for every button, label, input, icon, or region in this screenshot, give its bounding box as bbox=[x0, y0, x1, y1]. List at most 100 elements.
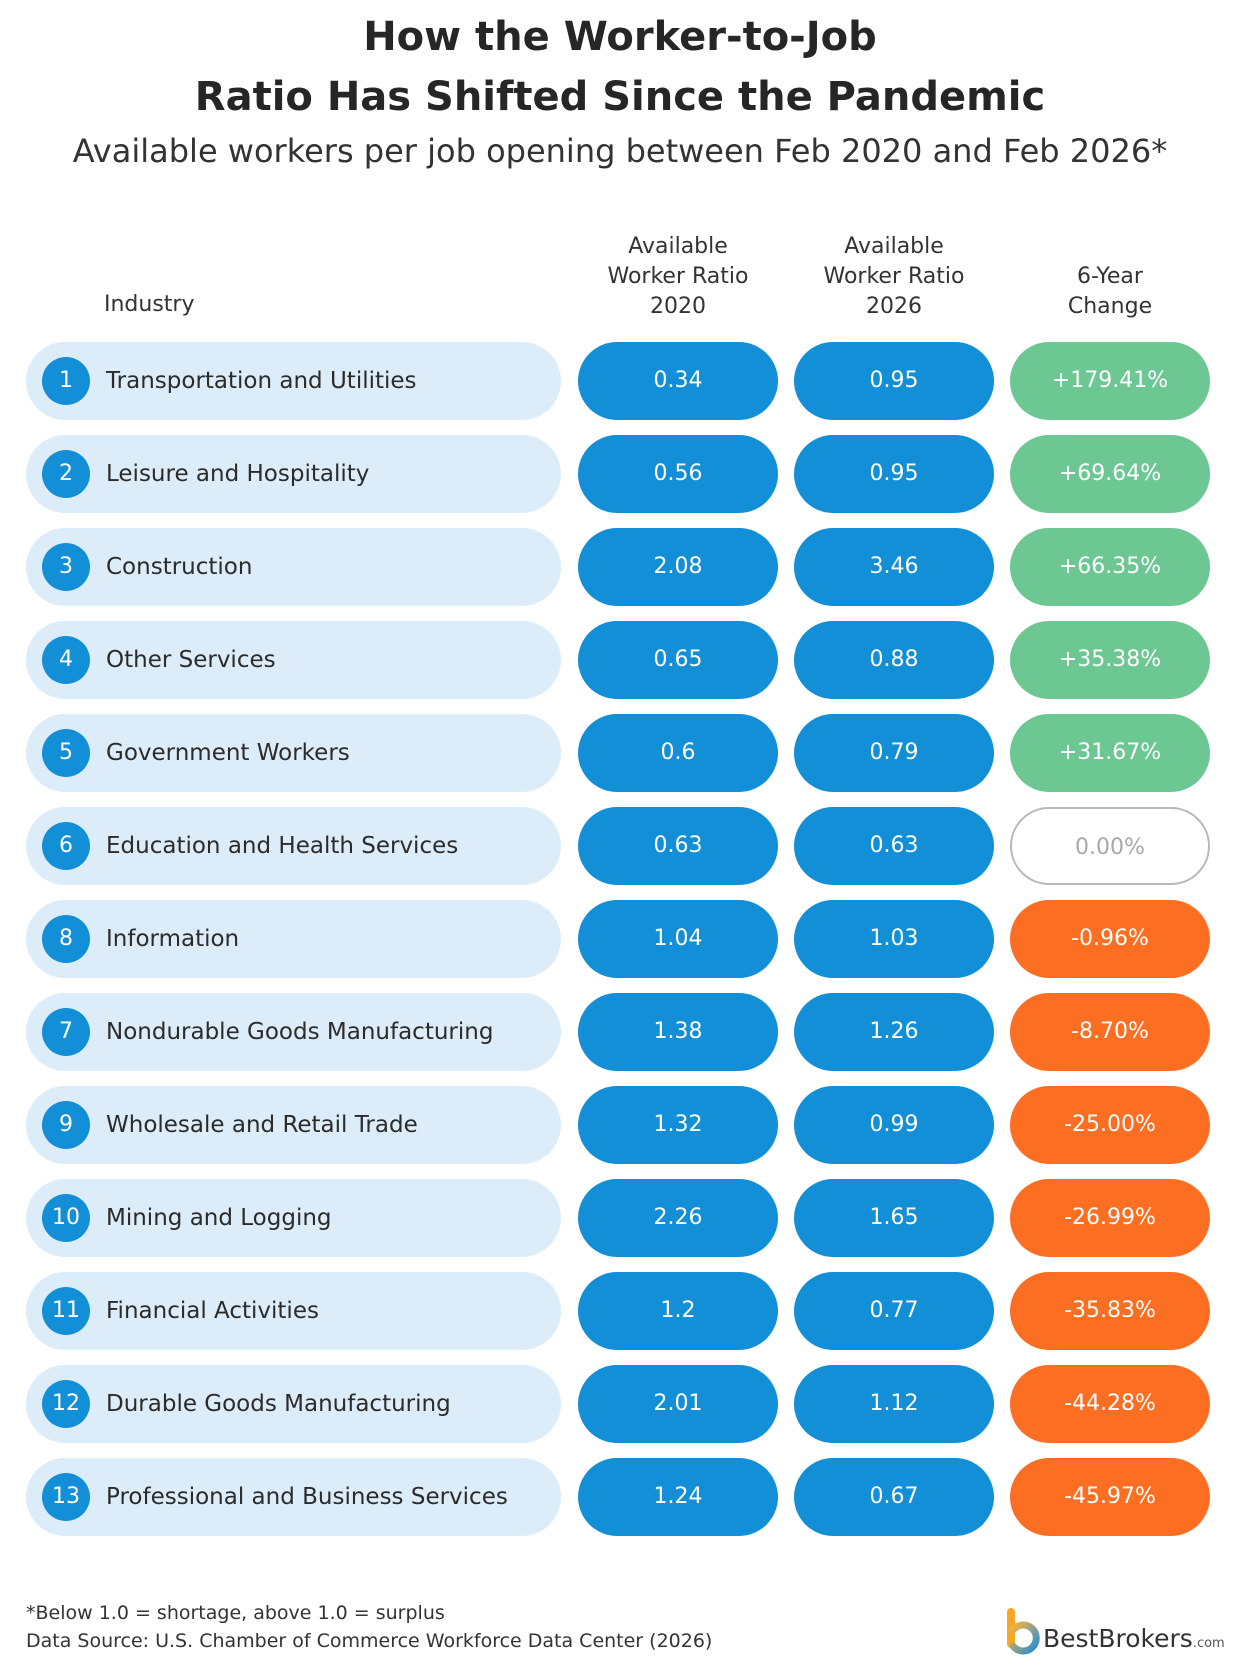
industry-pill bbox=[26, 435, 561, 513]
change-header-line: Change bbox=[1067, 294, 1153, 319]
ratio-2020-value: 1.38 bbox=[578, 993, 778, 1071]
ratio-2026-value: 0.79 bbox=[794, 714, 994, 792]
industry-column-header: Industry bbox=[104, 292, 195, 317]
industry-pill bbox=[26, 714, 561, 792]
title-line-2: Ratio Has Shifted Since the Pandemic bbox=[194, 74, 1046, 120]
footnote: *Below 1.0 = shortage, above 1.0 = surpl… bbox=[26, 1602, 445, 1624]
brand-name: BestBrokers.com bbox=[1043, 1624, 1225, 1653]
change-header-line: 6-Year bbox=[1077, 264, 1143, 289]
ratio-2026-header-line: Available bbox=[844, 234, 944, 259]
industry-pill bbox=[26, 1272, 561, 1350]
ratio-2026-value: 0.63 bbox=[794, 807, 994, 885]
ratio-2020-value: 0.63 bbox=[578, 807, 778, 885]
change-value: +69.64% bbox=[1010, 435, 1210, 513]
ratio-2026-value: 0.95 bbox=[794, 342, 994, 420]
ratio-2026-value: 1.26 bbox=[794, 993, 994, 1071]
ratio-2026-value: 0.88 bbox=[794, 621, 994, 699]
ratio-2026-value: 3.46 bbox=[794, 528, 994, 606]
ratio-2026-value: 1.03 bbox=[794, 900, 994, 978]
ratio-2026-column-header: Available Worker Ratio 2026 bbox=[794, 232, 994, 322]
ratio-2020-value: 1.2 bbox=[578, 1272, 778, 1350]
industry-label: Durable Goods Manufacturing bbox=[106, 1391, 451, 1417]
table-row: 7 Nondurable Goods Manufacturing 1.38 1.26-… bbox=[0, 993, 1240, 1071]
industry-label: Mining and Logging bbox=[106, 1205, 332, 1231]
rank-badge: 6 bbox=[42, 822, 90, 870]
rank-badge: 1 bbox=[42, 357, 90, 405]
rank-badge: 8 bbox=[42, 915, 90, 963]
industry-label: Professional and Business Services bbox=[106, 1484, 508, 1510]
table-row: 10 Mining and Logging 2.26 1.65 -26.99% bbox=[0, 1179, 1240, 1257]
rank-badge: 11 bbox=[42, 1287, 90, 1335]
subtitle: Available workers per job opening betwee… bbox=[72, 132, 1168, 170]
change-value: -0.96% bbox=[1010, 900, 1210, 978]
change-value: -35.83% bbox=[1010, 1272, 1210, 1350]
ratio-2020-value: 1.32 bbox=[578, 1086, 778, 1164]
table-row: 5 Government Workers 0.6 0.79 +31.67% bbox=[0, 714, 1240, 792]
industry-pill bbox=[26, 621, 561, 699]
industry-pill bbox=[26, 528, 561, 606]
industry-pill bbox=[26, 1458, 561, 1536]
industry-pill bbox=[26, 1086, 561, 1164]
brand-suffix: .com bbox=[1192, 1636, 1225, 1651]
change-value: +66.35% bbox=[1010, 528, 1210, 606]
ratio-2020-value: 0.65 bbox=[578, 621, 778, 699]
ratio-2026-value: 1.65 bbox=[794, 1179, 994, 1257]
rank-badge: 12 bbox=[42, 1380, 90, 1428]
ratio-2020-value: 2.08 bbox=[578, 528, 778, 606]
rank-badge: 10 bbox=[42, 1194, 90, 1242]
industry-label: Transportation and Utilities bbox=[106, 368, 417, 394]
ratio-2020-value: 1.24 bbox=[578, 1458, 778, 1536]
rank-badge: 3 bbox=[42, 543, 90, 591]
industry-label: Construction bbox=[106, 554, 253, 580]
rank-badge: 4 bbox=[42, 636, 90, 684]
industry-pill bbox=[26, 1179, 561, 1257]
title-line-1: How the Worker-to-Job bbox=[363, 14, 877, 60]
rank-badge: 13 bbox=[42, 1473, 90, 1521]
ratio-2020-value: 2.26 bbox=[578, 1179, 778, 1257]
table-row: 2 Leisure and Hospitality 0.56 0.95 +69.64% bbox=[0, 435, 1240, 513]
ratio-2026-value: 0.99 bbox=[794, 1086, 994, 1164]
ratio-2020-value: 0.6 bbox=[578, 714, 778, 792]
rank-badge: 2 bbox=[42, 450, 90, 498]
data-source: Data Source: U.S. Chamber of Commerce Wo… bbox=[26, 1630, 713, 1652]
industry-label: Wholesale and Retail Trade bbox=[106, 1112, 418, 1138]
table-row: 11 Financial Activities 1.2 0.77 -35.83% bbox=[0, 1272, 1240, 1350]
ratio-2020-header-line: 2020 bbox=[650, 294, 706, 319]
rank-badge: 7 bbox=[42, 1008, 90, 1056]
change-value: +31.67% bbox=[1010, 714, 1210, 792]
industry-label: Other Services bbox=[106, 647, 276, 673]
table-row: 1 Transportation and Utilities 0.34 0.95 +17… bbox=[0, 342, 1240, 420]
ratio-2020-value: 1.04 bbox=[578, 900, 778, 978]
industry-label: Leisure and Hospitality bbox=[106, 461, 370, 487]
brand-name-text: BestBrokers bbox=[1043, 1624, 1193, 1653]
industry-pill bbox=[26, 807, 561, 885]
table-row: 12 Durable Goods Manufacturing 2.01 1.12 -44… bbox=[0, 1365, 1240, 1443]
table-row: 6 Education and Health Services 0.63 0.63 0.… bbox=[0, 807, 1240, 885]
rank-badge: 5 bbox=[42, 729, 90, 777]
ratio-2026-value: 0.77 bbox=[794, 1272, 994, 1350]
industry-label: Government Workers bbox=[106, 740, 350, 766]
ratio-2020-header-line: Worker Ratio bbox=[607, 264, 749, 289]
change-value: +179.41% bbox=[1010, 342, 1210, 420]
industry-label: Education and Health Services bbox=[106, 833, 459, 859]
ratio-2020-header-line: Available bbox=[628, 234, 728, 259]
ratio-2020-value: 0.34 bbox=[578, 342, 778, 420]
change-value: -8.70% bbox=[1010, 993, 1210, 1071]
industry-label: Information bbox=[106, 926, 240, 952]
rank-badge: 9 bbox=[42, 1101, 90, 1149]
ratio-2026-value: 0.95 bbox=[794, 435, 994, 513]
change-value: -26.99% bbox=[1010, 1179, 1210, 1257]
table-row: 4 Other Services 0.65 0.88 +35.38% bbox=[0, 621, 1240, 699]
industry-pill bbox=[26, 900, 561, 978]
change-value: -44.28% bbox=[1010, 1365, 1210, 1443]
ratio-2020-value: 2.01 bbox=[578, 1365, 778, 1443]
industry-pill bbox=[26, 1365, 561, 1443]
industry-label: Financial Activities bbox=[106, 1298, 319, 1324]
change-value: 0.00% bbox=[1010, 807, 1210, 885]
change-column-header: 6-Year Change bbox=[1010, 262, 1210, 322]
ratio-2026-value: 1.12 bbox=[794, 1365, 994, 1443]
table-row: 13 Professional and Business Services 1.24… bbox=[0, 1458, 1240, 1536]
ratio-2026-value: 0.67 bbox=[794, 1458, 994, 1536]
table-row: 9 Wholesale and Retail Trade 1.32 0.99 -25.0… bbox=[0, 1086, 1240, 1164]
industry-label: Nondurable Goods Manufacturing bbox=[106, 1019, 494, 1045]
